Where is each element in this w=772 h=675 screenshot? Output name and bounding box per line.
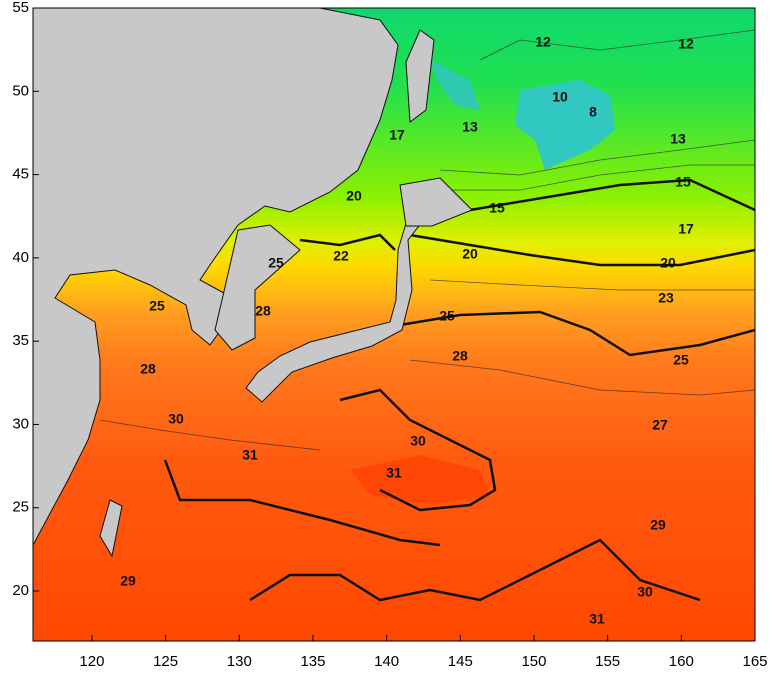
contour-label: 30 (168, 411, 184, 427)
contour-label: 20 (660, 255, 676, 271)
contour-label: 25 (673, 352, 689, 368)
y-tick-label: 25 (12, 499, 29, 516)
contour-label: 31 (242, 447, 258, 463)
x-tick-label: 150 (521, 653, 546, 670)
y-tick-label: 35 (12, 332, 29, 349)
x-tick-label: 140 (374, 653, 399, 670)
x-tick-label: 155 (595, 653, 620, 670)
contour-label: 8 (589, 104, 597, 120)
contour-label: 27 (652, 417, 668, 433)
contour-label: 28 (140, 361, 156, 377)
contour-label: 30 (410, 433, 426, 449)
x-tick-label: 165 (742, 653, 767, 670)
contour-label: 20 (346, 188, 362, 204)
contour-label: 28 (452, 348, 468, 364)
y-tick-label: 55 (12, 0, 29, 16)
contour-label: 17 (678, 221, 694, 237)
x-tick-label: 125 (153, 653, 178, 670)
contour-label: 10 (552, 89, 568, 105)
x-tick-label: 130 (227, 653, 252, 670)
contour-label: 29 (120, 573, 136, 589)
contour-label: 17 (389, 127, 405, 143)
x-tick-label: 160 (669, 653, 694, 670)
y-tick-label: 45 (12, 166, 29, 183)
contour-label: 13 (670, 131, 686, 147)
thin-contours (99, 29, 755, 451)
contour-label: 22 (333, 248, 349, 264)
x-tick-label: 135 (300, 653, 325, 670)
contour-label: 25 (149, 298, 165, 314)
cold-pool (515, 80, 615, 170)
x-tick-label: 120 (79, 653, 104, 670)
contour-label: 31 (386, 465, 402, 481)
contour-label: 20 (462, 246, 478, 262)
land (33, 8, 473, 558)
y-tick-label: 50 (12, 82, 29, 99)
y-tick-label: 30 (12, 415, 29, 432)
frame (32, 7, 756, 642)
contour-label: 25 (439, 308, 455, 324)
contours (163, 178, 755, 602)
x-tick-label: 145 (448, 653, 473, 670)
y-tick-label: 40 (12, 249, 29, 266)
contour-label: 25 (268, 255, 284, 271)
y-tick-label: 20 (12, 582, 29, 599)
cold-pool (430, 60, 480, 110)
contour-label: 15 (489, 200, 505, 216)
contour-label: 31 (589, 611, 605, 627)
contour-label: 29 (650, 517, 666, 533)
contour-label: 12 (678, 36, 694, 52)
contour-label: 30 (637, 584, 653, 600)
map-area (33, 8, 755, 641)
contour-label: 12 (535, 34, 551, 50)
contour-label: 15 (675, 174, 691, 190)
contour-label: 13 (462, 119, 478, 135)
contour-label: 23 (658, 290, 674, 306)
contour-label: 28 (255, 303, 271, 319)
